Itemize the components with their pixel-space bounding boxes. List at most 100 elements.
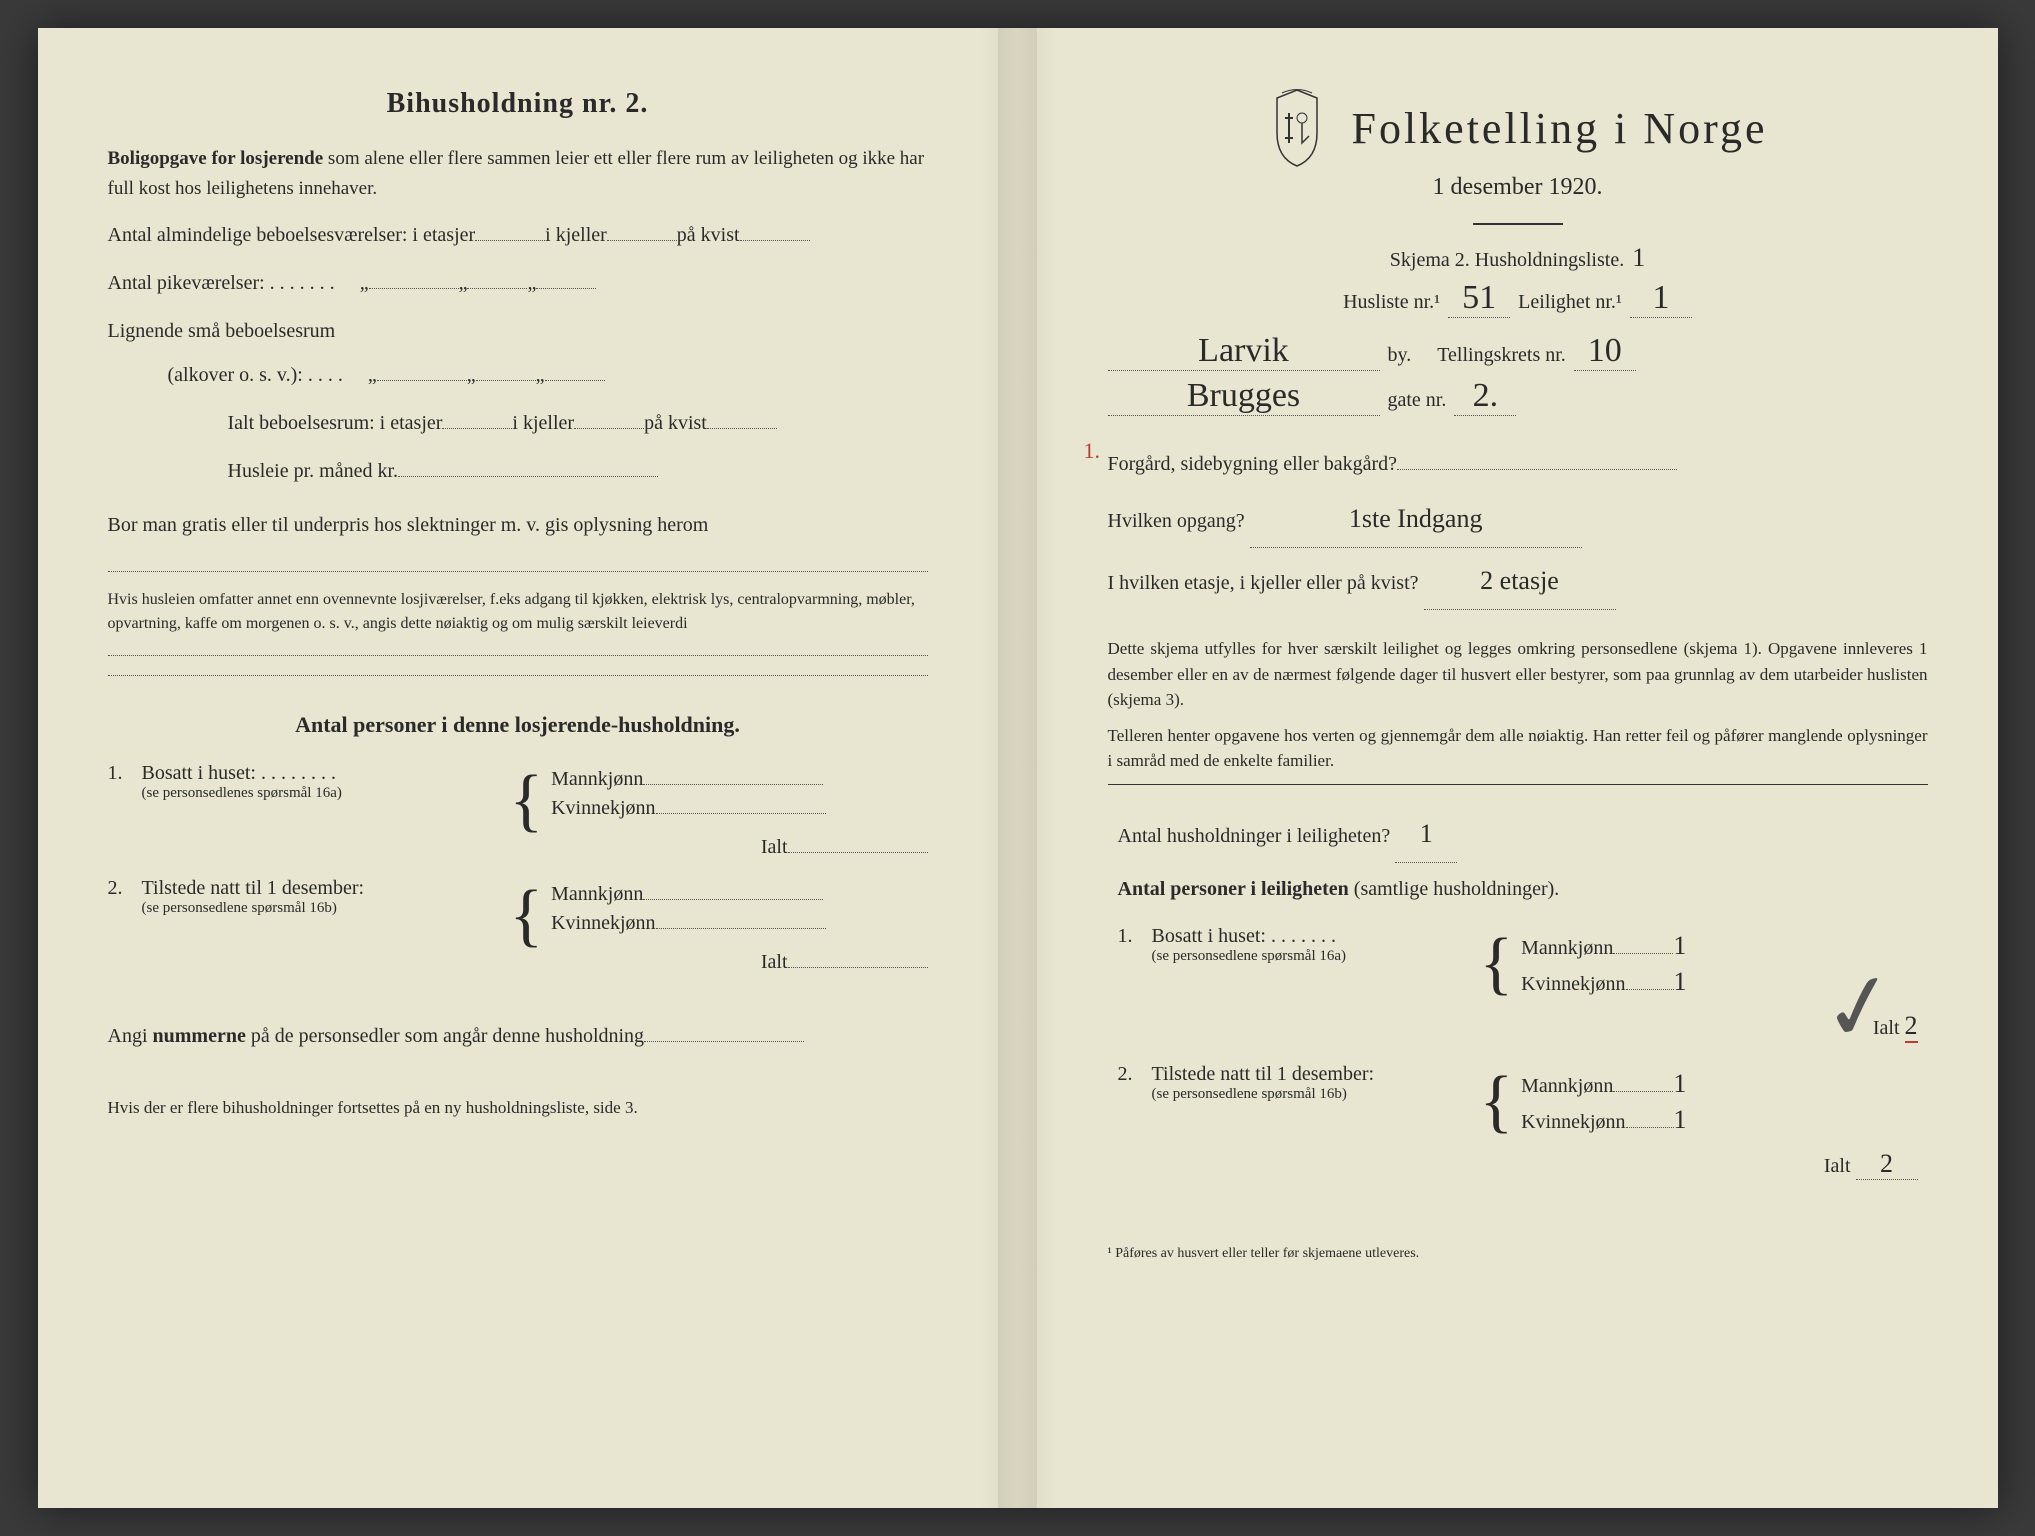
left-q2-row: 2. Tilstede natt til 1 desember: (se per… (108, 877, 928, 980)
etasje-val: 2 etasje (1424, 552, 1616, 610)
gate-label: gate nr. (1388, 389, 1447, 412)
q2-label: Tilstede natt til 1 desember: (se person… (142, 877, 502, 917)
by-label: by. (1388, 344, 1412, 367)
mann-label: Mannkjønn (551, 768, 643, 790)
right-footnote: ¹ Påføres av husvert eller teller før sk… (1108, 1246, 1928, 1262)
leilighet-val: 1 (1630, 279, 1692, 318)
ialt-label-2: Ialt (761, 951, 788, 973)
totalrooms-label: Ialt beboelsesrum: i etasjer (228, 412, 443, 434)
q1-kvinne-val: 1 (1674, 967, 1687, 996)
rmann: Mannkjønn (1521, 937, 1613, 959)
note-rule-2 (108, 656, 928, 676)
right-page: Folketelling i Norge 1 desember 1920. Sk… (1018, 28, 1998, 1508)
q1-label: Bosatt i huset: . . . . . . . . (se pers… (142, 762, 502, 802)
kvinne-label: Kvinnekjønn (551, 797, 655, 819)
left-title: Bihusholdning nr. 2. (108, 88, 928, 120)
antal-pers-line: Antal personer i leiligheten (samtlige h… (1118, 867, 1918, 911)
q2-kvinne-val: 1 (1674, 1105, 1687, 1134)
leilighet-label: Leilighet nr.¹ (1518, 291, 1622, 314)
right-title-wrap: Folketelling i Norge (1108, 88, 1928, 168)
rq2-label: Tilstede natt til 1 desember: (se person… (1152, 1063, 1472, 1103)
rq1-label: Bosatt i huset: . . . . . . . (se person… (1152, 925, 1472, 965)
rent-label: Husleie pr. måned kr. (228, 460, 399, 482)
left-page: Bihusholdning nr. 2. Boligopgave for los… (38, 28, 1018, 1508)
husliste-line: Husliste nr.¹ 51 Leilighet nr.¹ 1 (1108, 279, 1928, 318)
gate-val: Brugges (1108, 377, 1380, 416)
q1-ialt-val: 2 (1905, 1011, 1918, 1043)
opgang-label: Hvilken opgang? (1108, 510, 1245, 532)
note-rule (108, 636, 928, 656)
q2-fields: Mannkjønn Kvinnekjønn Ialt (551, 877, 927, 980)
right-title: Folketelling i Norge (1351, 103, 1767, 154)
rq1-sub: (se personsedlene spørsmål 16a) (1152, 948, 1472, 965)
rq2-fields: Mannkjønn1 Kvinnekjønn1 Ialt 2 (1521, 1063, 1917, 1186)
brace-r2: { (1480, 1081, 1514, 1123)
brace-r1: { (1480, 943, 1514, 985)
q2-ialt-val: 2 (1856, 1149, 1918, 1180)
left-footer: Hvis der er flere bihusholdninger fortse… (108, 1098, 928, 1118)
kvinne-label-2: Kvinnekjønn (551, 912, 655, 934)
q1-fields: Mannkjønn Kvinnekjønn Ialt (551, 762, 927, 865)
tellingskrets-val: 10 (1574, 332, 1636, 371)
q1-num: 1. (108, 762, 142, 785)
husliste-label: Husliste nr.¹ (1343, 291, 1440, 314)
rooms1-label: Antal almindelige beboelsesværelser: i e… (108, 224, 476, 246)
rq2-num: 2. (1118, 1063, 1152, 1086)
para2: Telleren henter opgavene hos verten og g… (1108, 723, 1928, 774)
skjema-hw: 1 (1632, 243, 1645, 273)
skjema-line: Skjema 2. Husholdningsliste. 1 (1108, 243, 1928, 273)
rooms1b: i kjeller (545, 224, 607, 246)
right-section: Antal husholdninger i leiligheten? 1 Ant… (1108, 805, 1928, 1186)
coat-of-arms-icon (1267, 88, 1327, 168)
right-q2-row: 2. Tilstede natt til 1 desember: (se per… (1118, 1063, 1918, 1186)
rq1-text: Bosatt i huset: . . . . . . . (1152, 925, 1336, 947)
opgang-val: 1ste Indgang (1250, 490, 1582, 548)
by-val: Larvik (1108, 332, 1380, 371)
ialt-label: Ialt (761, 836, 788, 858)
antal-hush-val: 1 (1395, 805, 1457, 863)
left-q1-row: 1. Bosatt i huset: . . . . . . . . (se p… (108, 762, 928, 865)
rq2-sub: (se personsedlene spørsmål 16b) (1152, 1086, 1472, 1103)
gratis-line: Bor man gratis eller til underpris hos s… (108, 503, 928, 572)
q2-sub: (se personsedlene spørsmål 16b) (142, 900, 502, 917)
rialt2: Ialt (1824, 1155, 1851, 1177)
rent-note: Hvis husleien omfatter annet enn ovennev… (108, 588, 928, 636)
rmann2: Mannkjønn (1521, 1075, 1613, 1097)
rooms2-label: Antal pikeværelser: . . . . . . . (108, 272, 335, 294)
rooms-line-3: Lignende små beboelsesrum (alkover o. s.… (108, 309, 928, 397)
antal-hush-line: Antal husholdninger i leiligheten? 1 (1118, 805, 1918, 863)
lead-text: Boligopgave for losjerende Boligopgave f… (108, 144, 928, 205)
rkvinne: Kvinnekjønn (1521, 973, 1625, 995)
totalc: på kvist (644, 412, 707, 434)
right-subtitle: 1 desember 1920. (1108, 174, 1928, 201)
q1-text: Bosatt i huset: . . . . . . . . (142, 762, 336, 784)
brace-icon-2: { (510, 895, 544, 937)
rooms1c: på kvist (677, 224, 740, 246)
husliste-val: 51 (1448, 279, 1510, 318)
q2-num: 2. (108, 877, 142, 900)
gatenr-val: 2. (1454, 377, 1516, 416)
totalb: i kjeller (512, 412, 574, 434)
total-rooms: Ialt beboelsesrum: i etasjer i kjeller på … (228, 401, 928, 445)
etasje-label: I hvilken etasje, i kjeller eller på kvi… (1108, 572, 1419, 594)
rq1-num: 1. (1118, 925, 1152, 948)
census-document: Bihusholdning nr. 2. Boligopgave for los… (38, 28, 1998, 1508)
rooms-line-1: Antal almindelige beboelsesværelser: i e… (108, 213, 928, 257)
divider (1473, 223, 1563, 225)
left-section-title: Antal personer i denne losjerende-hushol… (108, 712, 928, 738)
brace-icon: { (510, 780, 544, 822)
q1-mann-val: 1 (1673, 931, 1686, 960)
rooms3a: Lignende små beboelsesrum (108, 320, 336, 342)
tellingskrets-label: Tellingskrets nr. (1437, 344, 1566, 367)
gratis-label: Bor man gratis eller til underpris hos s… (108, 514, 709, 536)
hr (1108, 784, 1928, 785)
rooms-line-2: Antal pikeværelser: . . . . . . . „„„ (108, 261, 928, 305)
right-q1-row: 1. Bosatt i huset: . . . . . . . (se per… (1118, 925, 1918, 1049)
rent-line: Husleie pr. måned kr. (228, 449, 928, 493)
rkvinne2: Kvinnekjønn (1521, 1111, 1625, 1133)
by-line: Larvik by. Tellingskrets nr. 10 (1108, 332, 1928, 371)
rq2-text: Tilstede natt til 1 desember: (1152, 1063, 1375, 1085)
angi-line: Angi nummerne på de personsedler som ang… (108, 1014, 928, 1058)
para1: Dette skjema utfylles for hver særskilt … (1108, 636, 1928, 713)
gate-line: Brugges gate nr. 2. (1108, 377, 1928, 416)
